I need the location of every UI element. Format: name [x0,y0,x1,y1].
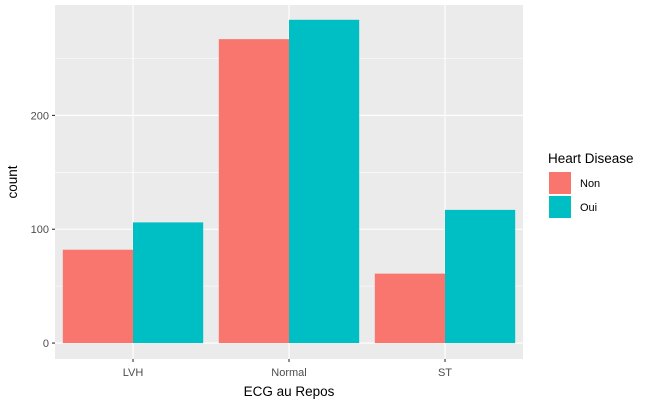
legend: Heart Disease Non Oui [548,151,634,218]
legend-key-non [549,172,571,194]
bar-oui-normal [289,19,360,344]
bar-non-st [374,273,445,344]
bar-oui-lvh [133,222,204,344]
legend-key-oui [549,196,571,218]
y-axis: 0 100 200 [31,110,55,350]
y-tick-label: 100 [31,224,49,236]
bars [62,19,516,344]
bar-non-lvh [62,249,133,344]
legend-title: Heart Disease [548,151,634,166]
legend-label-non: Non [580,178,600,190]
bar-non-normal [218,39,289,344]
y-axis-title: count [5,165,20,198]
x-tick-label: LVH [123,367,144,379]
y-tick-label: 200 [31,110,49,122]
bar-oui-st [445,209,516,344]
legend-label-oui: Oui [580,202,597,214]
x-axis: LVH Normal ST [123,359,452,379]
y-tick-label: 0 [43,338,49,350]
x-tick-label: Normal [271,367,306,379]
x-tick-label: ST [438,367,452,379]
x-axis-title: ECG au Repos [244,384,335,399]
